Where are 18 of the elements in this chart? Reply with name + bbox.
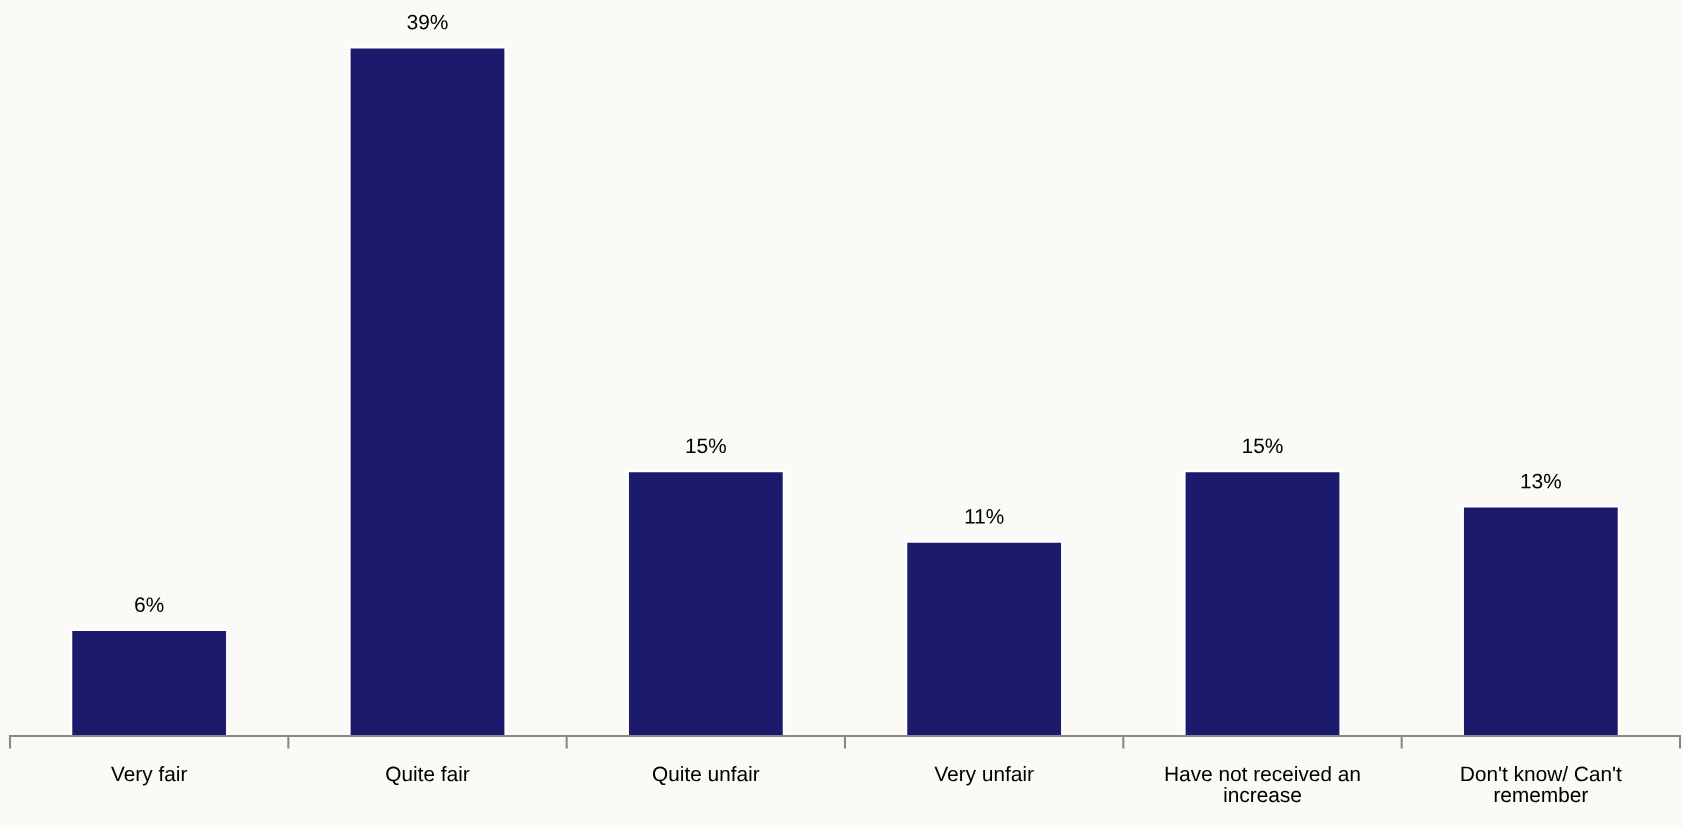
data-label: 6% bbox=[135, 597, 164, 613]
x-tick-label: Don't know/ Can't remember bbox=[1461, 766, 1622, 803]
bar bbox=[905, 540, 1064, 736]
x-tick-label: Quite unfair bbox=[652, 766, 760, 786]
x-tick-label: Very fair bbox=[111, 766, 188, 786]
bar bbox=[70, 629, 229, 736]
bar bbox=[626, 470, 785, 736]
x-tick-label: Have not received an increase bbox=[1165, 766, 1360, 803]
bar bbox=[348, 46, 507, 736]
data-label: 15% bbox=[686, 438, 726, 454]
data-label: 11% bbox=[965, 509, 1004, 524]
x-tick-label: Quite fair bbox=[386, 766, 470, 786]
data-label: 15% bbox=[1243, 438, 1283, 454]
data-label: 39% bbox=[407, 14, 448, 30]
data-label: 13% bbox=[1521, 473, 1561, 489]
bar bbox=[1183, 470, 1342, 736]
x-tick-label: Very unfair bbox=[934, 766, 1034, 786]
bar bbox=[1461, 505, 1620, 736]
